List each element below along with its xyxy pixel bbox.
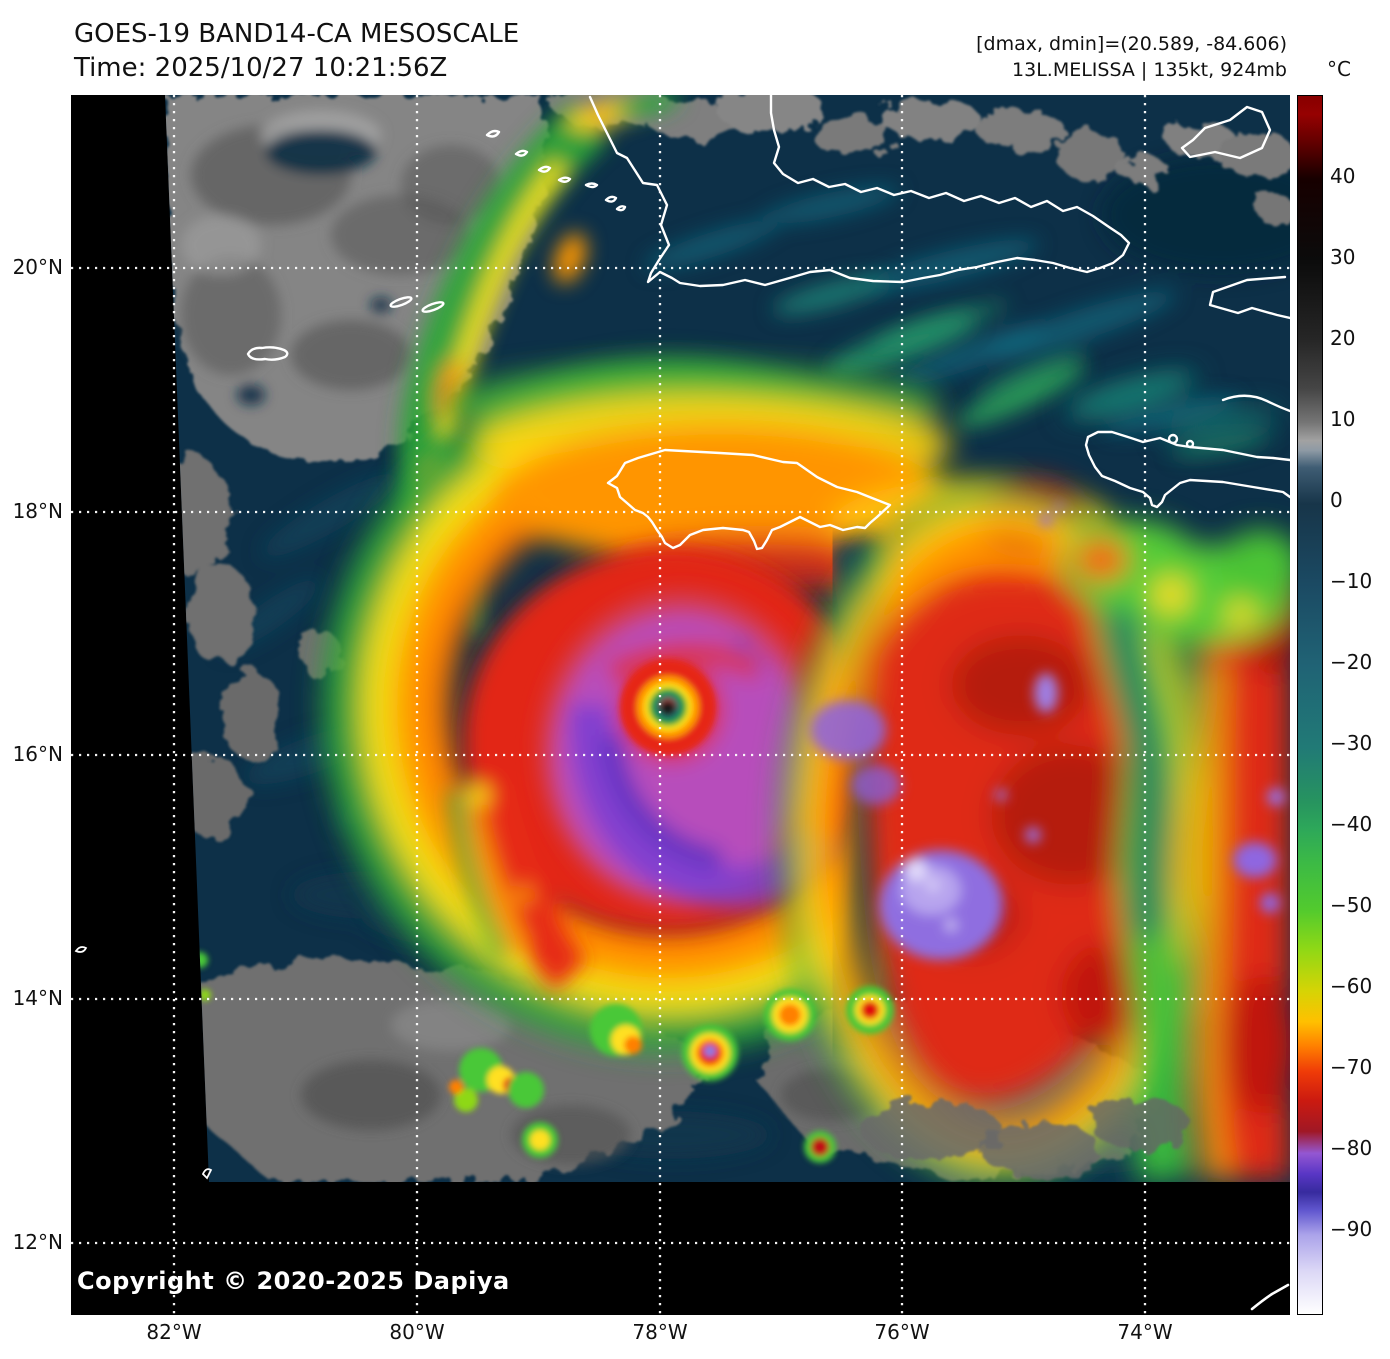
- storm-info: [dmax, dmin]=(20.589, -84.606) 13L.MELIS…: [976, 31, 1287, 83]
- colorbar-tick: 30: [1330, 245, 1356, 269]
- colorbar-tick: −50: [1330, 893, 1373, 917]
- satellite-image: [71, 95, 1290, 1315]
- colorbar-tick: −10: [1330, 569, 1373, 593]
- cays-chain: [485, 129, 627, 212]
- lon-tick-label: 76°W: [874, 1320, 930, 1344]
- colorbar: [1297, 95, 1323, 1315]
- hurricane-eye: [620, 659, 716, 755]
- lon-tick-label: 80°W: [389, 1320, 445, 1344]
- eastern-mass-purple-patches: [810, 503, 1285, 960]
- colorbar-tick: −40: [1330, 812, 1373, 836]
- gonave-island: [1167, 433, 1179, 445]
- colorbar-tick: 40: [1330, 164, 1356, 188]
- colorbar-tick: −20: [1330, 650, 1373, 674]
- map-plot: Copyright © 2020-2025 Dapiya: [71, 95, 1290, 1315]
- copyright-text: Copyright © 2020-2025 Dapiya: [77, 1267, 510, 1295]
- colorbar-tick: −60: [1330, 974, 1373, 998]
- title-line-time: Time: 2025/10/27 10:21:56Z: [74, 53, 448, 83]
- colorbar-tick: 20: [1330, 326, 1356, 350]
- gridlines: [71, 95, 1290, 1315]
- cayman-brac: [421, 301, 445, 313]
- south-gray-overlay: [861, 1099, 1191, 1178]
- lat-tick-label: 12°N: [12, 1230, 63, 1254]
- colorbar-unit-label: °C: [1327, 57, 1351, 81]
- lat-tick-label: 16°N: [12, 742, 63, 766]
- colorbar-tick: −30: [1330, 731, 1373, 755]
- small-island: [1185, 439, 1195, 449]
- lon-tick-label: 82°W: [146, 1320, 202, 1344]
- jamaica-coastline: [606, 448, 892, 551]
- storm-name-intensity: 13L.MELISSA | 135kt, 924mb: [1012, 59, 1287, 81]
- dmax-dmin-readout: [dmax, dmin]=(20.589, -84.606): [976, 33, 1287, 55]
- gray-cloud-shading: [181, 110, 881, 1165]
- lon-tick-label: 74°W: [1117, 1320, 1173, 1344]
- colorbar-tick: −80: [1330, 1136, 1373, 1160]
- satellite-data-region: [165, 95, 1290, 1182]
- southern-convective-cells: [192, 952, 894, 1163]
- colorbar-tick: 0: [1330, 488, 1343, 512]
- little-cayman: [389, 296, 413, 308]
- colorbar-tick: −70: [1330, 1055, 1373, 1079]
- title-line-product: GOES-19 BAND14-CA MESOSCALE: [74, 19, 520, 49]
- colombia-coastline: [1250, 1283, 1290, 1311]
- northwest-haiti-coastline: [1221, 394, 1290, 413]
- north-haiti-coastline: [1208, 275, 1290, 320]
- islets-outside-swath: [74, 946, 213, 1180]
- lat-tick-label: 14°N: [12, 986, 63, 1010]
- lon-tick-label: 78°W: [632, 1320, 688, 1344]
- lat-tick-label: 18°N: [12, 499, 63, 523]
- cuba-coastline: [588, 95, 1131, 288]
- lat-tick-label: 20°N: [12, 255, 63, 279]
- great-inagua-coastline: [1180, 105, 1272, 160]
- eastern-convective-mass: [778, 372, 1290, 1182]
- image-title: GOES-19 BAND14-CA MESOSCALE Time: 2025/1…: [74, 17, 519, 85]
- colorbar-tick: 10: [1330, 407, 1356, 431]
- coastlines: [246, 95, 1290, 551]
- colorbar-tick: −90: [1330, 1217, 1373, 1241]
- grand-cayman-coastline: [246, 346, 289, 361]
